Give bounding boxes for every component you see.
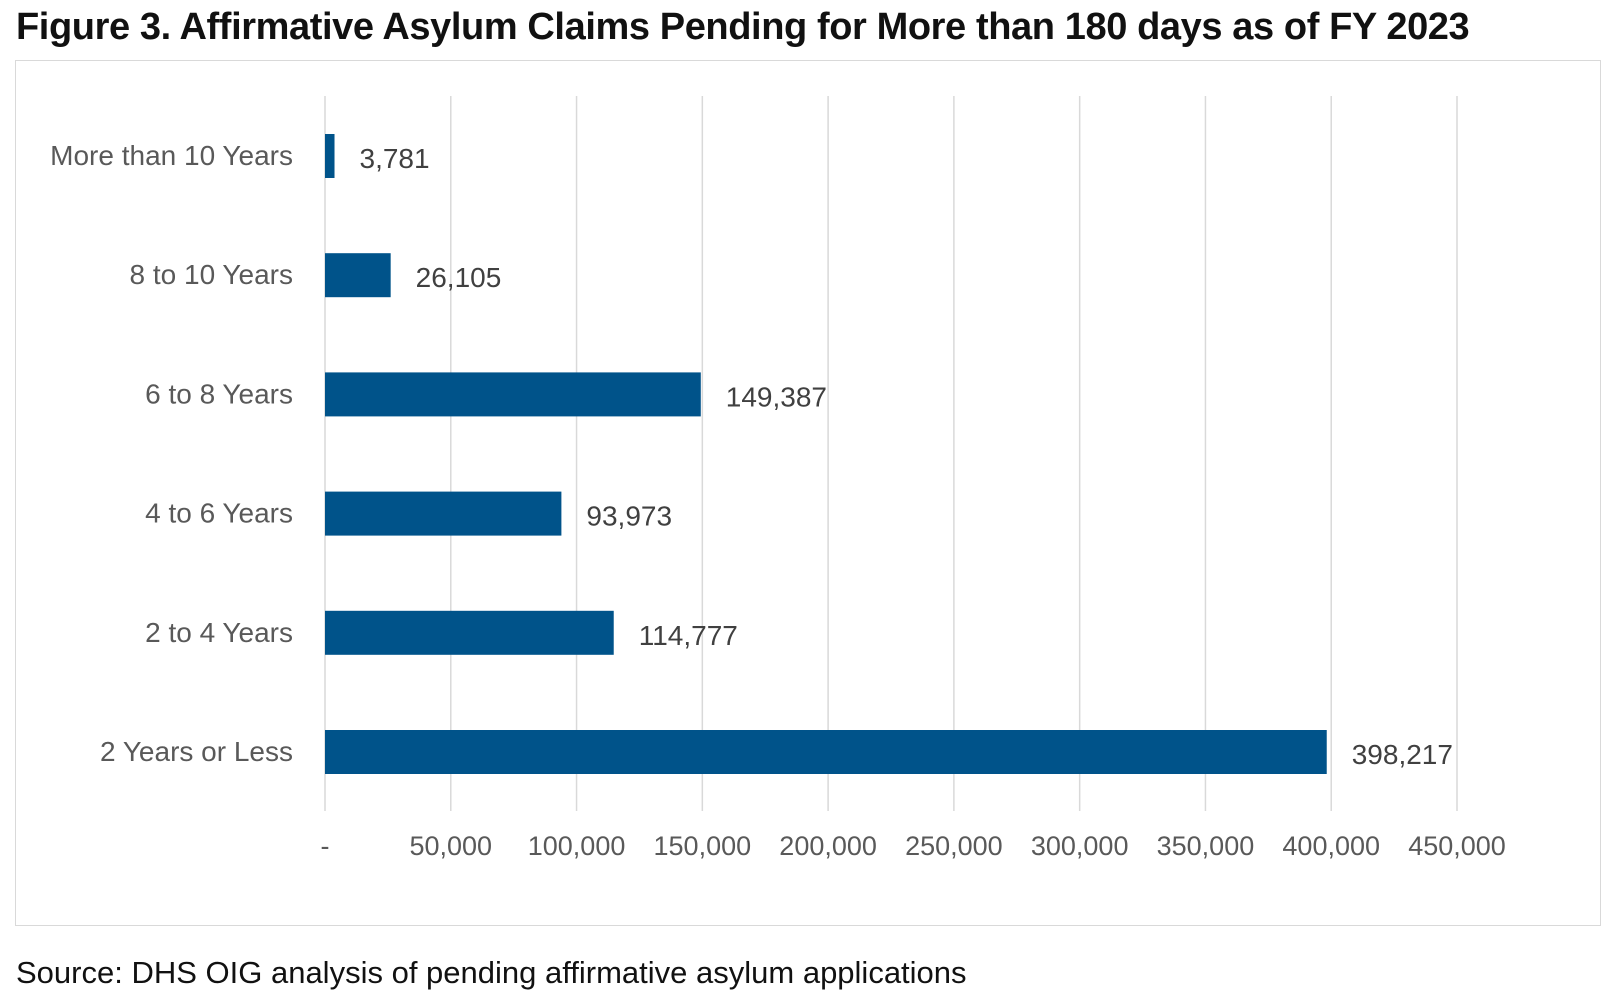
figure-title: Figure 3. Affirmative Asylum Claims Pend… <box>16 6 1470 48</box>
x-tick-label: 50,000 <box>409 831 492 861</box>
bars <box>325 134 1327 774</box>
data-label: 149,387 <box>726 381 827 412</box>
data-label: 398,217 <box>1352 739 1453 770</box>
source-note: Source: DHS OIG analysis of pending affi… <box>16 955 967 990</box>
data-label: 3,781 <box>360 143 430 174</box>
bar <box>325 253 391 298</box>
bar <box>325 610 614 655</box>
x-tick-label: 400,000 <box>1282 831 1380 861</box>
data-label: 26,105 <box>416 262 502 293</box>
x-tick-label: 100,000 <box>528 831 626 861</box>
bar <box>325 730 1327 774</box>
category-label: More than 10 Years <box>50 140 293 171</box>
x-tick-label: 150,000 <box>654 831 752 861</box>
data-labels: 3,781 26,105 149,387 93,973 114,777 398,217 <box>360 143 1453 770</box>
category-label: 8 to 10 Years <box>130 259 293 290</box>
bar <box>325 491 562 536</box>
bar-chart: 3,781 26,105 149,387 93,973 114,777 398,217 M… <box>50 96 1506 861</box>
x-tick-label: 250,000 <box>905 831 1003 861</box>
gridlines <box>324 96 1458 811</box>
x-tick-label: - <box>321 831 330 861</box>
bar <box>325 372 701 417</box>
category-label: 6 to 8 Years <box>145 378 293 409</box>
x-tick-label: 300,000 <box>1031 831 1129 861</box>
category-label: 4 to 6 Years <box>145 498 293 529</box>
bar <box>325 134 335 178</box>
x-axis-ticks: - 50,000 100,000 150,000 200,000 250,000 300,0… <box>321 831 1506 861</box>
x-tick-label: 450,000 <box>1408 831 1506 861</box>
x-tick-label: 200,000 <box>779 831 877 861</box>
chart-frame: 3,781 26,105 149,387 93,973 114,777 398,217 M… <box>15 60 1601 926</box>
category-labels: More than 10 Years 8 to 10 Years 6 to 8 Ye… <box>50 140 293 767</box>
data-label: 114,777 <box>639 620 738 651</box>
data-label: 93,973 <box>586 501 672 532</box>
category-label: 2 to 4 Years <box>145 617 293 648</box>
category-label: 2 Years or Less <box>100 736 293 767</box>
x-tick-label: 350,000 <box>1157 831 1255 861</box>
